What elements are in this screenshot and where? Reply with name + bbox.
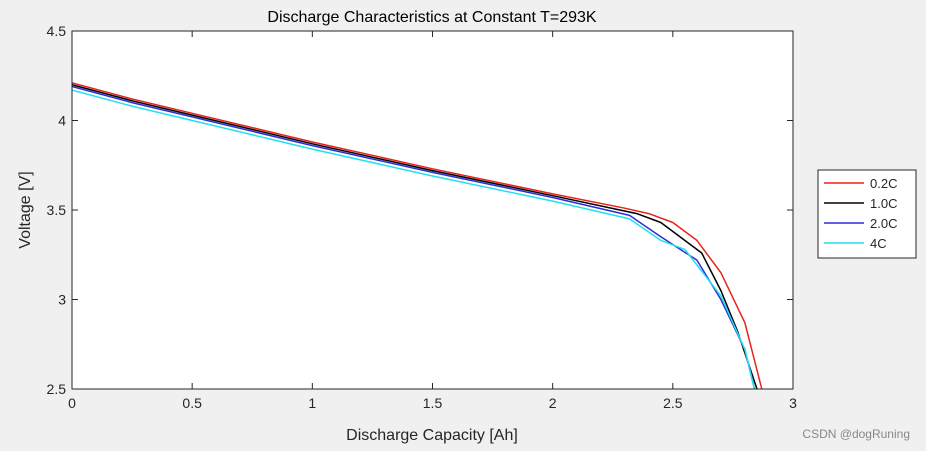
series-line-2-0c — [72, 85, 756, 389]
y-axis-label: Voltage [V] — [17, 171, 34, 248]
x-tick-label: 0 — [68, 395, 76, 411]
legend: 0.2C 1.0C 2.0C 4C — [817, 169, 917, 259]
x-tick-label: 3 — [789, 395, 797, 411]
series-line-1-0c — [72, 83, 758, 389]
legend-label: 1.0C — [870, 196, 897, 211]
plot-area — [72, 31, 793, 389]
legend-label: 0.2C — [870, 176, 897, 191]
x-tick-label: 2.5 — [663, 395, 683, 411]
series-layer — [72, 82, 763, 389]
x-tick-label: 1 — [308, 395, 316, 411]
y-tick-label: 4.5 — [47, 23, 67, 39]
y-tick-label: 4 — [58, 113, 66, 129]
x-tick-label: 2 — [549, 395, 557, 411]
legend-label: 4C — [870, 236, 887, 251]
watermark-text: CSDN @dogRuning — [802, 427, 910, 441]
y-tick-label: 2.5 — [47, 381, 67, 397]
chart-title: Discharge Characteristics at Constant T=… — [267, 9, 597, 26]
ticks-layer: 0 0.5 1 1.5 2 2.5 3 2.5 3 3.5 4 4.5 — [47, 23, 798, 411]
y-tick-label: 3.5 — [47, 202, 67, 218]
x-tick-label: 0.5 — [182, 395, 202, 411]
x-axis-label: Discharge Capacity [Ah] — [346, 427, 518, 444]
series-line-4c — [72, 89, 756, 389]
y-tick-label: 3 — [58, 292, 66, 308]
x-tick-label: 1.5 — [423, 395, 443, 411]
series-line-0-2c — [72, 82, 763, 389]
legend-label: 2.0C — [870, 216, 897, 231]
